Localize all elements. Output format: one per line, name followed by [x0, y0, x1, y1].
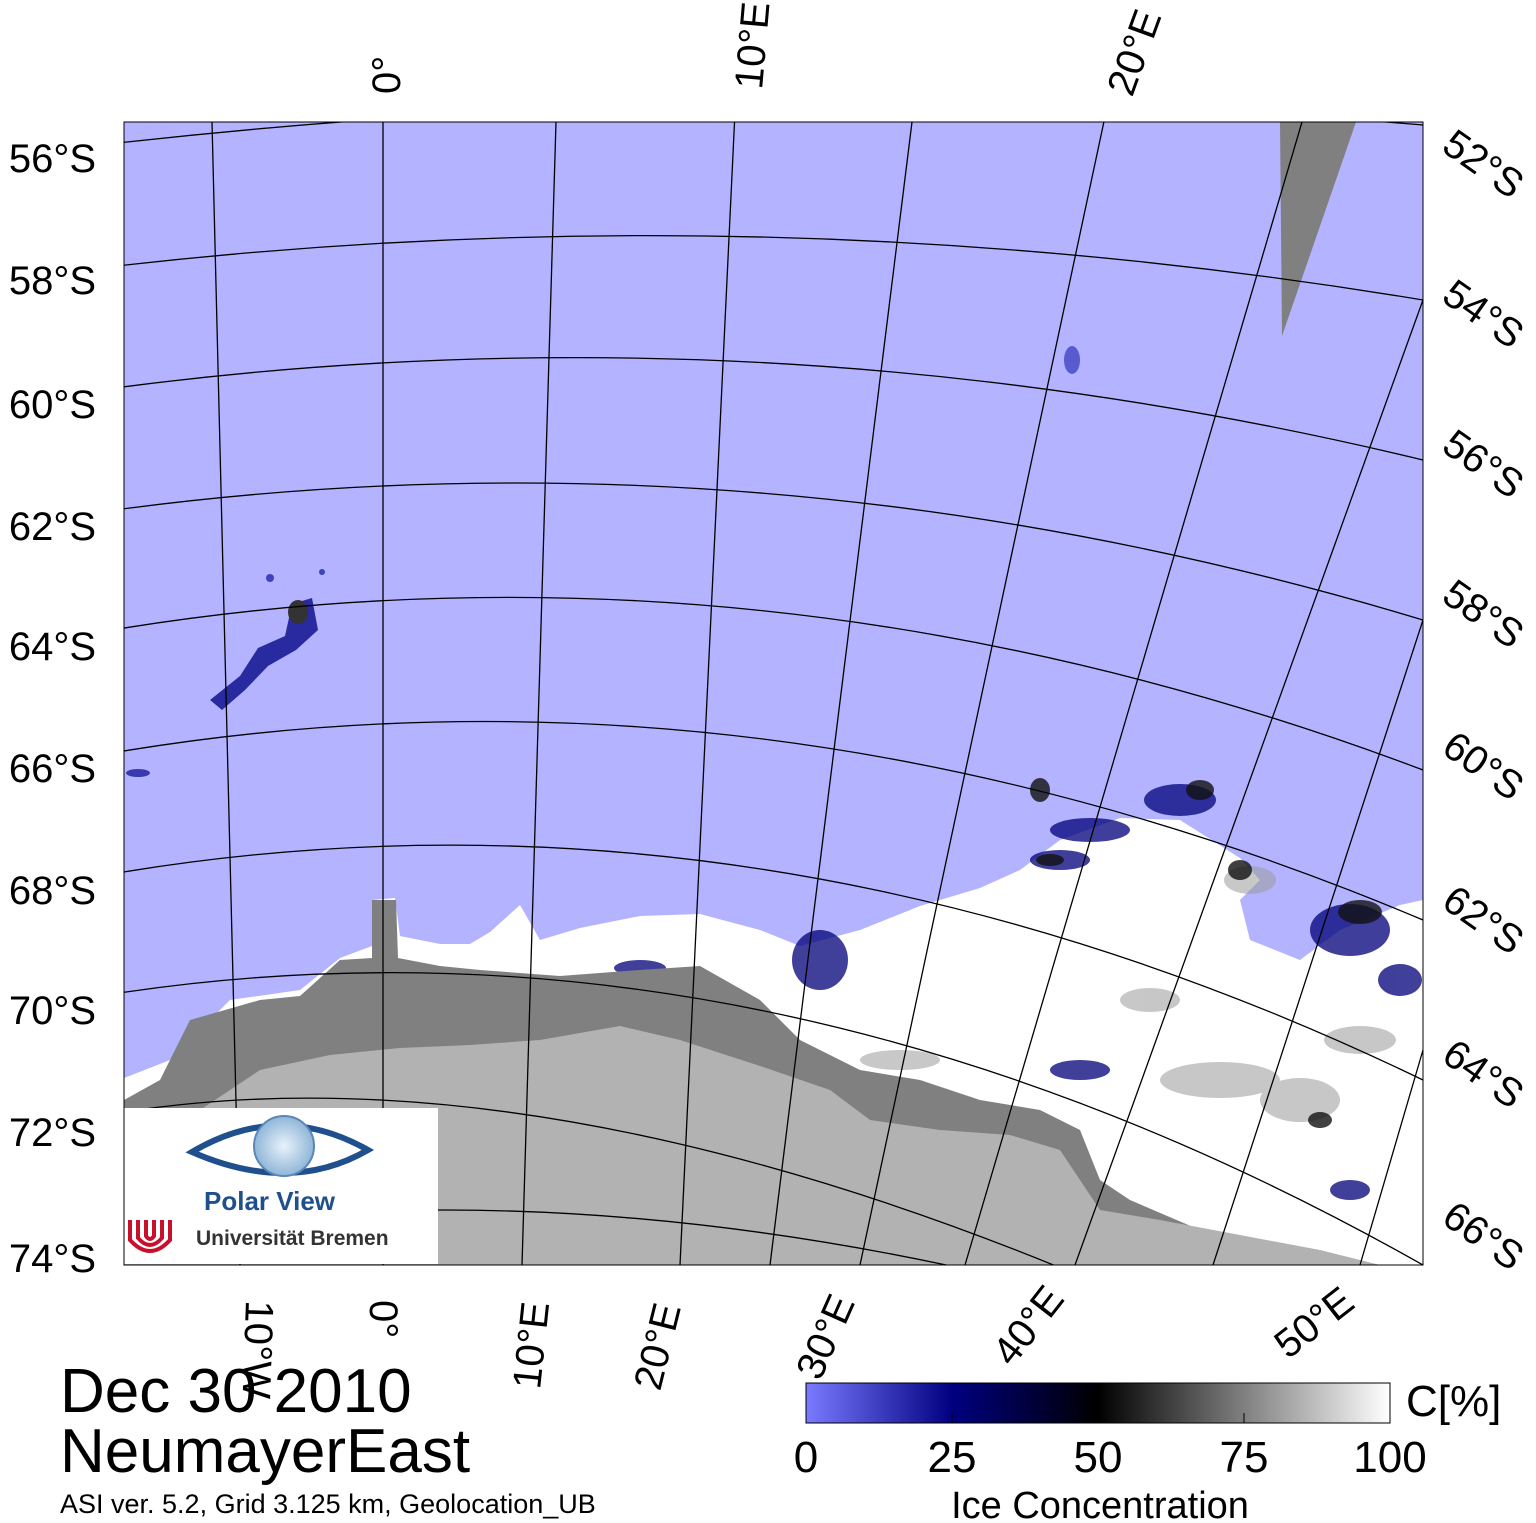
meridian-20E: [769, 122, 913, 1265]
meridian-20E-main: [859, 122, 1105, 1265]
lat-label: 66°S: [9, 747, 96, 791]
no-data-wedge: [1280, 122, 1356, 336]
lat-labels-right: 52°S 54°S 56°S 58°S 60°S 62°S 64°S 66°S: [1435, 121, 1532, 1279]
meridian-45E: [1359, 1049, 1423, 1265]
parallel-64S: [124, 596, 1423, 771]
lat-label: 72°S: [9, 1111, 96, 1155]
lon-label: 30°E: [788, 1288, 864, 1386]
colorbar-tick-label: 25: [928, 1433, 977, 1482]
lat-label: 52°S: [1435, 121, 1532, 207]
lat-labels-left: 56°S 58°S 60°S 62°S 64°S 66°S 68°S 70°S …: [9, 137, 96, 1281]
map-date: Dec 30 2010: [60, 1357, 412, 1426]
lat-label: 64°S: [1435, 1031, 1532, 1117]
colorbar-tick-label: 50: [1074, 1433, 1123, 1482]
lat-label: 58°S: [9, 259, 96, 303]
lat-label: 60°S: [1435, 723, 1532, 809]
colorbar-tick-label: 100: [1353, 1433, 1426, 1482]
meridian-35E: [1074, 299, 1423, 1265]
lat-label: 64°S: [9, 625, 96, 669]
lat-label: 70°S: [9, 989, 96, 1033]
lat-label: 58°S: [1435, 571, 1532, 657]
university-bremen-emblem: [128, 1220, 172, 1253]
parallel-72S: [124, 1097, 1056, 1265]
lat-label: 56°S: [1435, 421, 1532, 507]
colorbar-unit: C[%]: [1406, 1377, 1501, 1426]
lon-label: 40°E: [984, 1278, 1072, 1374]
colorbar-tick-label: 0: [794, 1433, 818, 1482]
lat-label: 62°S: [1435, 877, 1532, 963]
lat-label: 62°S: [9, 505, 96, 549]
lat-label: 74°S: [9, 1237, 96, 1281]
meridian-40E: [1212, 619, 1423, 1265]
meridian-10E-main: [679, 122, 736, 1265]
colorbar-tick-label: 75: [1220, 1433, 1269, 1482]
meridian-10W: [211, 122, 241, 1265]
region-name: NeumayerEast: [60, 1417, 470, 1486]
colorbar: 0 25 50 75 100 C[%] Ice Concentration: [794, 1377, 1502, 1523]
lat-label: 68°S: [9, 869, 96, 913]
colorbar-ticks: [805, 1413, 1391, 1423]
lon-label: 0°: [361, 1300, 405, 1338]
eye-icon: [185, 1122, 375, 1176]
lat-label: 66°S: [1435, 1193, 1532, 1279]
parallel-58S: [124, 235, 1423, 301]
lon-label: 50°E: [1266, 1279, 1362, 1367]
lon-label: 10°E: [727, 0, 778, 91]
lat-label: 56°S: [9, 137, 96, 181]
footnote: ASI ver. 5.2, Grid 3.125 km, Geolocation…: [60, 1489, 596, 1519]
meridian-10E: [521, 122, 557, 1265]
parallel-60S: [124, 356, 1423, 461]
globe-icon: [253, 1115, 315, 1177]
lon-label: 20°E: [1099, 4, 1170, 101]
polar-view-logo: [124, 1108, 438, 1264]
lon-label: 0°: [365, 56, 409, 94]
lat-label: 54°S: [1435, 271, 1532, 357]
parallel-70S: [124, 972, 1423, 1265]
parallel-68S: [124, 844, 1423, 1081]
logo-polar-view: Polar View: [204, 1186, 336, 1216]
colorbar-title: Ice Concentration: [951, 1485, 1249, 1523]
parallel-56S: [124, 122, 1423, 143]
parallel-62S: [124, 482, 1423, 621]
parallel-66S: [124, 720, 1423, 921]
ice-texture: [860, 866, 1396, 1122]
map-border: [123, 121, 1424, 1266]
map-frame: [124, 122, 1423, 1265]
lat-label: 60°S: [9, 383, 96, 427]
logo-university: Universität Bremen: [196, 1227, 389, 1250]
graticule: [124, 122, 1423, 1265]
lon-label: 10°W: [234, 1300, 281, 1400]
meridian-30E: [964, 122, 1303, 1265]
high-concentration-patches: [1030, 778, 1382, 1128]
lon-labels-top: 0° 10°E 20°E: [365, 0, 1170, 101]
lon-label: 20°E: [626, 1299, 690, 1394]
lon-label: 10°E: [505, 1300, 558, 1391]
